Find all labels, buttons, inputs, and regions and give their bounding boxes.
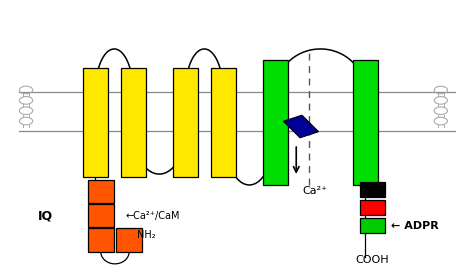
Bar	[263, 60, 288, 185]
Bar	[88, 204, 114, 227]
Bar	[360, 200, 385, 215]
Bar	[88, 228, 114, 252]
Bar	[116, 228, 142, 252]
Text: COOH: COOH	[356, 255, 389, 265]
Text: NH₂: NH₂	[137, 230, 156, 240]
Text: IQ: IQ	[37, 210, 53, 223]
Text: ←Ca²⁺/CaM: ←Ca²⁺/CaM	[126, 211, 180, 221]
Bar	[360, 218, 385, 233]
Bar	[83, 68, 108, 177]
Bar	[353, 60, 378, 185]
Bar	[360, 182, 385, 197]
Text: Ca²⁺: Ca²⁺	[302, 186, 328, 196]
Bar	[211, 68, 236, 177]
Bar	[283, 115, 319, 138]
Bar	[88, 180, 114, 203]
Bar	[121, 68, 146, 177]
Text: ← ADPR: ← ADPR	[391, 221, 439, 231]
Bar	[173, 68, 198, 177]
